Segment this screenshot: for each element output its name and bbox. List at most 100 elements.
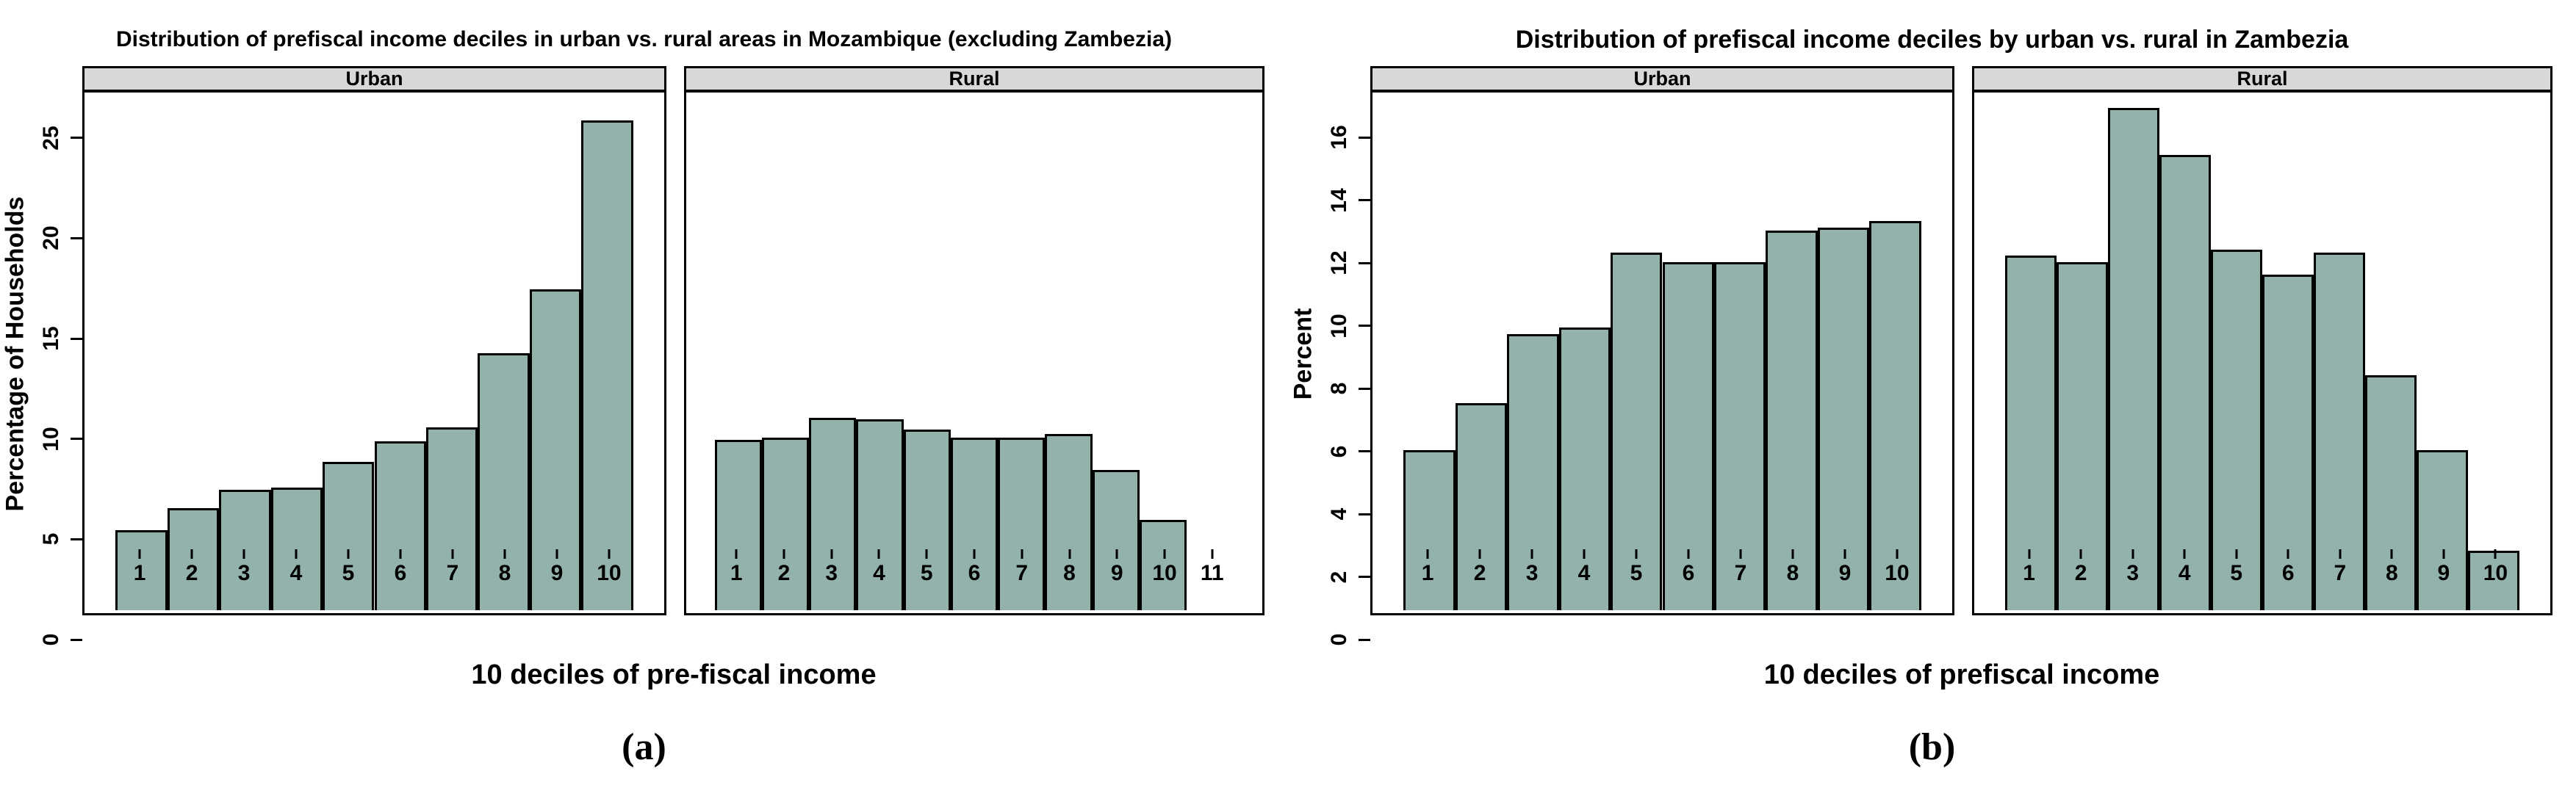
y-tick-mark [1359, 199, 1370, 202]
x-tick-mark [242, 549, 245, 559]
figure-b-y-axis-title: Percent [1289, 308, 1317, 400]
plot-area-rural [686, 93, 1262, 610]
x-tick-label: 7 [2334, 561, 2347, 585]
bar-urban-decile-2 [1455, 403, 1508, 610]
x-tick-label: 3 [1525, 561, 1539, 585]
figure-b-x-axis-title: 10 deciles of prefiscal income [1763, 659, 2160, 690]
x-tick-label: 6 [1682, 561, 1695, 585]
y-tick-mark [71, 137, 82, 140]
x-tick-mark [877, 549, 880, 559]
x-tick-mark [555, 549, 558, 559]
figure-a-caption: (a) [622, 726, 666, 768]
x-tick-label: 1 [133, 561, 146, 585]
y-tick-mark [1359, 513, 1370, 515]
figure-a-y-axis: 0 5 10 15 20 25 [34, 93, 82, 645]
x-tick-mark [2287, 549, 2289, 559]
x-tick-label: 8 [2385, 561, 2398, 585]
x-tick-label: 8 [498, 561, 511, 585]
x-tick-mark [1211, 549, 1214, 559]
figure-a-x-axis-title: 10 deciles of pre-fiscal income [471, 659, 877, 690]
x-tick-mark [735, 549, 738, 559]
y-tick-mark [71, 438, 82, 441]
panel-strip-urban: Urban [1372, 68, 1952, 93]
x-tick-label: 4 [1577, 561, 1591, 585]
x-tick-label: 9 [1110, 561, 1123, 585]
figure-b-title: Distribution of prefiscal income deciles… [1515, 26, 2349, 54]
panel-strip-rural: Rural [686, 68, 1262, 93]
panel-strip-urban: Urban [84, 68, 664, 93]
bar-rural-decile-8 [1045, 433, 1093, 610]
x-tick-mark [782, 549, 785, 559]
bar-rural-decile-7 [998, 438, 1046, 610]
x-tick-mark [1426, 549, 1429, 559]
bar-rural-decile-10 [2468, 550, 2519, 610]
panel-rural: Rural [684, 66, 1264, 615]
x-tick-mark [2235, 549, 2238, 559]
x-tick-label: 10 [1885, 561, 1910, 585]
x-tick-mark [925, 549, 928, 559]
x-tick-label: 11 [1200, 561, 1224, 585]
x-tick-mark [295, 549, 298, 559]
bar-urban-decile-4 [1558, 327, 1611, 610]
figure-b-caption: (b) [1908, 726, 1956, 768]
x-tick-label: 3 [825, 561, 838, 585]
x-tick-mark [1896, 549, 1899, 559]
x-tick-label: 3 [237, 561, 251, 585]
x-tick-label: 3 [2126, 561, 2139, 585]
x-tick-label: 8 [1786, 561, 1799, 585]
bar-urban-decile-10 [1869, 221, 1921, 610]
x-tick-label: 8 [1063, 561, 1076, 585]
x-tick-label: 10 [1152, 561, 1177, 585]
panel-strip-rural: Rural [1974, 68, 2550, 93]
x-axis-rural: 1 2 3 4 5 6 7 8 9 10 [1972, 549, 2552, 593]
y-tick-mark [1359, 136, 1370, 139]
x-tick-label: 5 [342, 561, 355, 585]
bar-urban-decile-5 [323, 461, 375, 610]
bar-rural-decile-5 [903, 430, 951, 610]
x-tick-mark [347, 549, 350, 559]
x-tick-label: 2 [185, 561, 198, 585]
x-tick-mark [1583, 549, 1586, 559]
x-tick-mark [1163, 549, 1166, 559]
panel-urban: Urban [1370, 66, 1954, 615]
bar-rural-decile-4 [2159, 155, 2211, 610]
plot-area-urban [1372, 93, 1952, 610]
x-tick-mark [1739, 549, 1742, 559]
x-tick-label: 6 [394, 561, 407, 585]
plot-area-rural [1974, 93, 2550, 610]
x-tick-mark [1635, 549, 1638, 559]
x-tick-label: 5 [920, 561, 933, 585]
x-tick-mark [1068, 549, 1071, 559]
bar-rural-decile-3 [809, 417, 857, 610]
bar-urban-decile-4 [270, 488, 323, 610]
figure-a-y-axis-title: Percentage of Households [1, 196, 29, 512]
panel-strip-label: Urban [345, 68, 403, 90]
x-tick-mark [973, 549, 976, 559]
panel-strip-label: Rural [949, 68, 1000, 90]
x-tick-label: 4 [2178, 561, 2191, 585]
x-tick-mark [1843, 549, 1846, 559]
x-tick-mark [1021, 549, 1023, 559]
x-tick-mark [2183, 549, 2186, 559]
x-tick-mark [2131, 549, 2134, 559]
y-tick-mark [1359, 638, 1370, 641]
bar-urban-decile-9 [529, 289, 582, 610]
bar-urban-decile-1 [1403, 450, 1456, 610]
x-tick-label: 9 [2437, 561, 2450, 585]
bar-rural-decile-8 [2364, 374, 2417, 610]
x-tick-label: 1 [2023, 561, 2035, 585]
x-tick-mark [1530, 549, 1533, 559]
y-tick-mark [1359, 261, 1370, 264]
x-tick-mark [2390, 549, 2393, 559]
bar-urban-decile-7 [425, 427, 478, 610]
bar-urban-decile-8 [478, 353, 530, 610]
bar-urban-decile-2 [167, 507, 220, 610]
x-tick-label: 2 [1473, 561, 1486, 585]
x-tick-mark [830, 549, 833, 559]
bar-urban-decile-3 [1507, 334, 1559, 610]
figure-a: Distribution of prefiscal income deciles… [1, 27, 1264, 768]
x-tick-label: 1 [1421, 561, 1434, 585]
bar-rural-decile-2 [761, 438, 810, 610]
x-tick-label: 1 [730, 561, 743, 585]
